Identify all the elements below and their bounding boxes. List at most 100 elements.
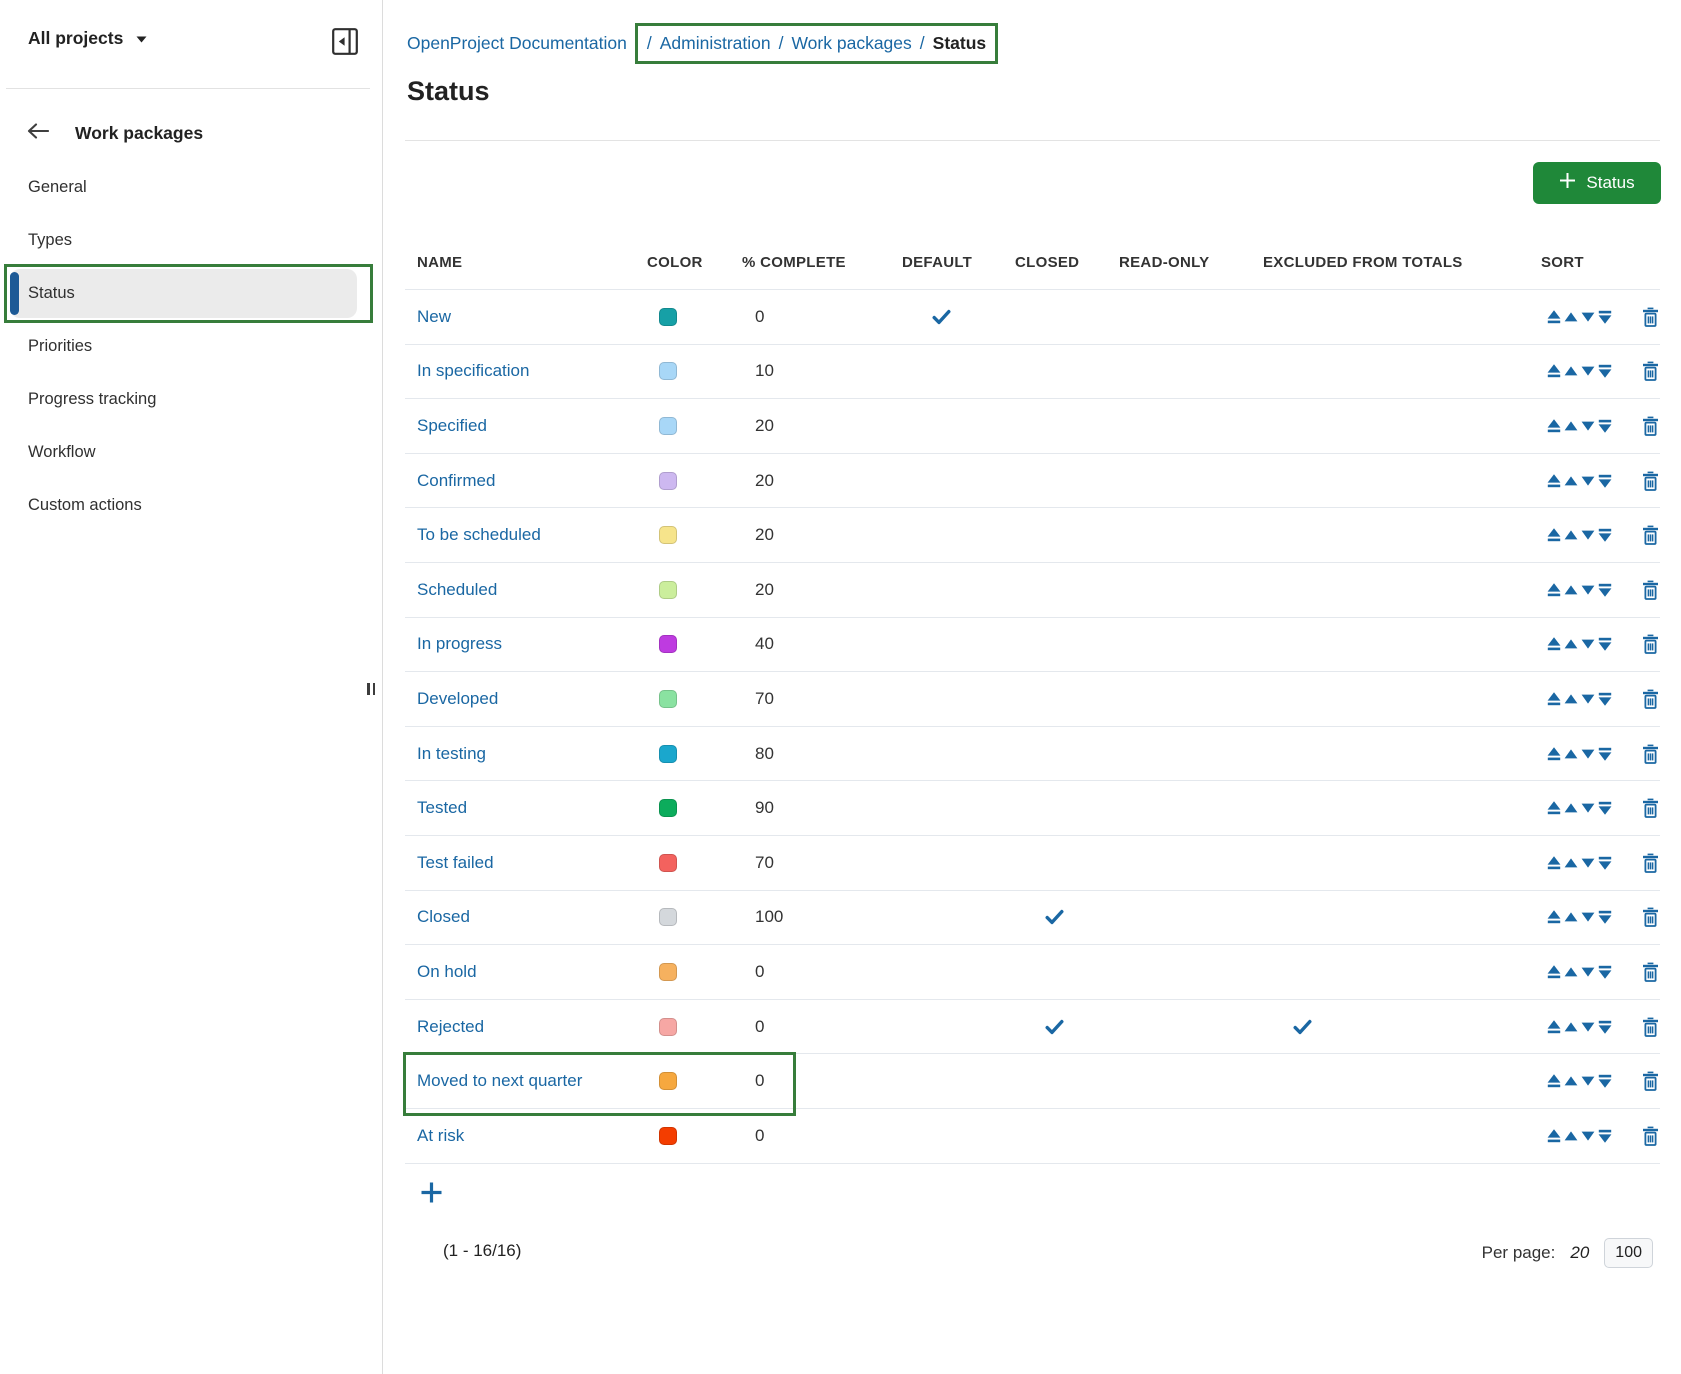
sort-move-to-top-button[interactable] xyxy=(1547,582,1561,597)
status-name-link[interactable]: Specified xyxy=(417,415,487,435)
sort-move-down-button[interactable] xyxy=(1581,910,1595,924)
sort-move-to-top-button[interactable] xyxy=(1547,528,1561,542)
add-status-button[interactable]: Status xyxy=(1533,162,1661,204)
sidebar-item-custom-actions[interactable]: Custom actions xyxy=(0,479,383,532)
status-name-link[interactable]: Scheduled xyxy=(417,579,498,599)
delete-status-button[interactable] xyxy=(1642,907,1659,928)
sidebar-item-priorities[interactable]: Priorities xyxy=(0,320,383,373)
delete-status-button[interactable] xyxy=(1642,361,1659,382)
sort-move-down-button[interactable] xyxy=(1581,528,1595,542)
status-name-link[interactable]: In specification xyxy=(417,361,530,381)
sort-move-down-button[interactable] xyxy=(1581,1074,1595,1088)
sort-move-to-bottom-button[interactable] xyxy=(1598,637,1612,652)
sort-move-down-button[interactable] xyxy=(1581,1129,1595,1143)
sort-move-up-button[interactable] xyxy=(1564,692,1578,706)
sort-move-to-top-button[interactable] xyxy=(1547,746,1561,761)
sort-move-to-top-button[interactable] xyxy=(1547,1019,1561,1034)
sort-move-to-top-button[interactable] xyxy=(1547,473,1561,488)
sort-move-up-button[interactable] xyxy=(1564,1074,1578,1088)
sort-move-up-button[interactable] xyxy=(1564,747,1578,761)
sort-move-down-button[interactable] xyxy=(1581,965,1595,979)
sort-move-to-bottom-button[interactable] xyxy=(1598,965,1612,979)
sort-move-to-bottom-button[interactable] xyxy=(1598,583,1612,597)
sort-move-up-button[interactable] xyxy=(1564,474,1578,488)
sort-move-to-top-button[interactable] xyxy=(1547,419,1561,433)
sort-move-down-button[interactable] xyxy=(1581,364,1595,378)
sort-move-down-button[interactable] xyxy=(1581,801,1595,815)
status-name-link[interactable]: In testing xyxy=(417,743,486,763)
status-name-link[interactable]: Moved to next quarter xyxy=(417,1071,583,1091)
delete-status-button[interactable] xyxy=(1642,307,1659,327)
sort-move-to-bottom-button[interactable] xyxy=(1598,856,1612,870)
sort-move-to-bottom-button[interactable] xyxy=(1598,364,1612,379)
sort-move-down-button[interactable] xyxy=(1581,583,1595,597)
status-name-link[interactable]: New xyxy=(417,306,452,326)
add-status-inline-button[interactable] xyxy=(419,1180,444,1208)
status-name-link[interactable]: To be scheduled xyxy=(417,525,541,545)
project-selector[interactable]: All projects xyxy=(28,28,147,49)
delete-status-button[interactable] xyxy=(1642,689,1659,709)
sort-move-to-top-button[interactable] xyxy=(1547,910,1561,924)
breadcrumb-item-openproject-documentation[interactable]: OpenProject Documentation xyxy=(407,33,627,53)
delete-status-button[interactable] xyxy=(1642,1071,1659,1092)
sort-move-to-top-button[interactable] xyxy=(1547,309,1561,324)
status-name-link[interactable]: Rejected xyxy=(417,1016,485,1036)
sort-move-to-bottom-button[interactable] xyxy=(1598,692,1612,706)
sort-move-up-button[interactable] xyxy=(1564,965,1578,979)
sort-move-to-top-button[interactable] xyxy=(1547,637,1561,651)
per-page-option-100[interactable]: 100 xyxy=(1604,1238,1653,1268)
delete-status-button[interactable] xyxy=(1642,471,1659,491)
delete-status-button[interactable] xyxy=(1642,634,1659,655)
sort-move-to-bottom-button[interactable] xyxy=(1598,1129,1612,1143)
breadcrumb-item-work-packages[interactable]: Work packages xyxy=(791,33,912,53)
status-name-link[interactable]: Developed xyxy=(417,688,499,708)
sort-move-to-bottom-button[interactable] xyxy=(1598,747,1612,761)
sort-move-up-button[interactable] xyxy=(1564,419,1578,433)
sort-move-to-bottom-button[interactable] xyxy=(1598,419,1612,433)
status-name-link[interactable]: At risk xyxy=(417,1125,465,1145)
sort-move-to-bottom-button[interactable] xyxy=(1598,474,1612,488)
sort-move-to-top-button[interactable] xyxy=(1547,855,1561,870)
delete-status-button[interactable] xyxy=(1642,744,1659,764)
delete-status-button[interactable] xyxy=(1642,798,1659,819)
sidebar-item-progress-tracking[interactable]: Progress tracking xyxy=(0,373,383,426)
sort-move-up-button[interactable] xyxy=(1564,801,1578,815)
status-name-link[interactable]: Test failed xyxy=(417,852,494,872)
delete-status-button[interactable] xyxy=(1642,1017,1659,1037)
sort-move-down-button[interactable] xyxy=(1581,419,1595,433)
sidebar-item-status[interactable]: Status xyxy=(0,267,383,320)
delete-status-button[interactable] xyxy=(1642,962,1659,982)
sort-move-to-bottom-button[interactable] xyxy=(1598,801,1612,815)
back-to-admin-menu[interactable]: Work packages xyxy=(27,123,203,144)
delete-status-button[interactable] xyxy=(1642,416,1659,436)
sidebar-item-types[interactable]: Types xyxy=(0,214,383,267)
delete-status-button[interactable] xyxy=(1642,580,1659,600)
sort-move-to-top-button[interactable] xyxy=(1547,1128,1561,1143)
status-name-link[interactable]: On hold xyxy=(417,961,477,981)
sort-move-up-button[interactable] xyxy=(1564,1020,1578,1034)
sidebar-item-general[interactable]: General xyxy=(0,161,383,214)
status-name-link[interactable]: Closed xyxy=(417,907,470,927)
sort-move-to-top-button[interactable] xyxy=(1547,692,1561,706)
sort-move-up-button[interactable] xyxy=(1564,637,1578,651)
sort-move-to-top-button[interactable] xyxy=(1547,1074,1561,1088)
sort-move-to-bottom-button[interactable] xyxy=(1598,528,1612,542)
collapse-sidebar-button[interactable] xyxy=(331,27,359,57)
sidebar-item-workflow[interactable]: Workflow xyxy=(0,426,383,479)
status-name-link[interactable]: In progress xyxy=(417,634,503,654)
sort-move-down-button[interactable] xyxy=(1581,856,1595,870)
delete-status-button[interactable] xyxy=(1642,525,1659,546)
sort-move-to-top-button[interactable] xyxy=(1547,965,1561,979)
sort-move-up-button[interactable] xyxy=(1564,856,1578,870)
sort-move-up-button[interactable] xyxy=(1564,1129,1578,1143)
delete-status-button[interactable] xyxy=(1642,853,1659,873)
sort-move-down-button[interactable] xyxy=(1581,1020,1595,1034)
sidebar-resize-handle[interactable] xyxy=(367,683,375,695)
sort-move-down-button[interactable] xyxy=(1581,637,1595,651)
sort-move-up-button[interactable] xyxy=(1564,528,1578,542)
delete-status-button[interactable] xyxy=(1642,1126,1659,1146)
sort-move-to-bottom-button[interactable] xyxy=(1598,1020,1612,1034)
sort-move-up-button[interactable] xyxy=(1564,583,1578,597)
sort-move-down-button[interactable] xyxy=(1581,692,1595,706)
sort-move-up-button[interactable] xyxy=(1564,910,1578,924)
